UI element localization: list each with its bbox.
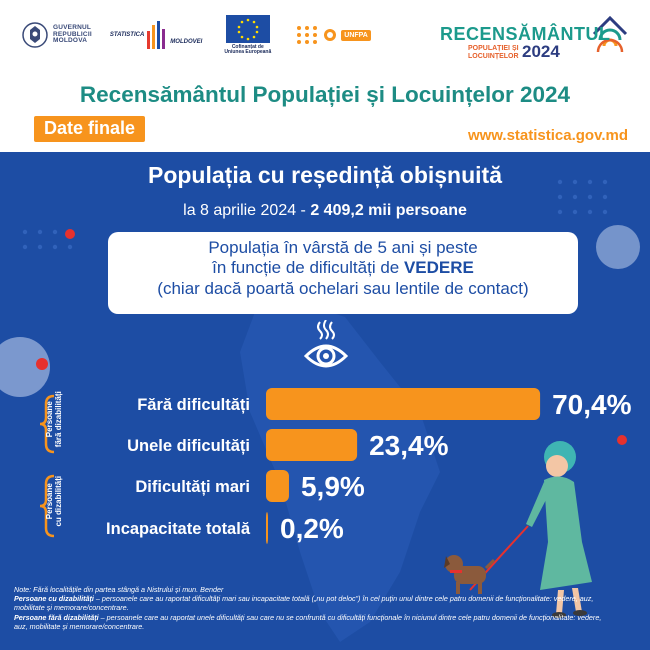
statistica-logo: STATISTICA MOLDOVEI [110, 21, 202, 49]
question-line-1: Populația în vârstă de 5 ani și peste [208, 238, 478, 257]
note-definition-1: Persoane cu dizabilități – persoanele ca… [14, 594, 614, 612]
footnotes: Note: Fără localitățile din partea stâng… [14, 585, 614, 631]
note-definition-2: Persoane fără dizabilități – persoanele … [14, 613, 614, 631]
dog-icon [444, 555, 496, 594]
unfpa-logo-text: UNFPA [341, 29, 371, 41]
note-term-1: Persoane cu dizabilități [14, 594, 94, 604]
population-date: la 8 aprilie 2024 - [183, 202, 311, 219]
group-label-without-disability-2: fără dizabilități [54, 391, 63, 448]
group-bracket-with-disability [39, 474, 55, 538]
website-link[interactable]: www.statistica.gov.md [467, 127, 628, 144]
question-line-2-text: în funcție de dificultăți de [212, 258, 404, 278]
question-highlight: VEDERE [403, 258, 474, 278]
question-line-2: în funcție de dificultăți de VEDERE [108, 258, 578, 278]
census-logo-sub-1: POPULAȚIEI ȘI [468, 45, 519, 52]
header: GUVERNUL REPUBLICII MOLDOVA STATISTICA M… [0, 0, 650, 152]
gov-line-2: REPUBLICII [53, 30, 92, 38]
census-logo: RECENSĂMÂNTUL POPULAȚIEI ȘI LOCUINȚELOR … [440, 12, 630, 67]
group-label-without-disability-1: Persoane [44, 401, 54, 438]
eu-logo: Cofinanțat de Uniunea Europeană [224, 14, 272, 56]
infographic-panel [0, 152, 650, 650]
stat-line-1: STATISTICA [109, 31, 145, 38]
note-term-2: Persoane fără dizabilități [14, 612, 99, 622]
eye-icon [304, 320, 348, 368]
coat-of-arms-icon [22, 22, 48, 48]
final-data-badge: Date finale [34, 116, 146, 142]
gov-line-3: MOLDOVA [53, 37, 88, 45]
question-line-3: (chiar dacă poartă ochelari sau lentile … [157, 278, 529, 298]
partner-logos: GUVERNUL REPUBLICII MOLDOVA STATISTICA M… [22, 10, 371, 60]
note-line-1: Note: Fără localitățile din partea stâng… [14, 585, 224, 594]
group-bracket-without-disability [39, 394, 55, 454]
eu-caption-1: Cofinanțat de [231, 43, 264, 50]
statistica-bars-icon [147, 21, 166, 49]
group-label-with-disability-1: Persoane [44, 483, 54, 520]
gov-line-1: GUVERNUL [53, 23, 92, 31]
page-title: Recensământul Populației și Locuințelor … [79, 82, 571, 107]
eu-flag-icon [225, 14, 270, 43]
un-women-icon [297, 26, 318, 44]
question-box: Populația în vârstă de 5 ani și peste în… [108, 232, 578, 314]
background-decoration [0, 179, 640, 642]
woman-walking-dog-illustration [469, 441, 592, 618]
un-logo: UNFPA [295, 24, 371, 46]
eu-caption-2: Uniunea Europeană [224, 49, 272, 55]
group-label-with-disability-2: cu dizabilități [54, 475, 63, 527]
population-total: 2 409,2 mii persoane [310, 202, 467, 219]
census-house-icon [592, 15, 628, 53]
un-emblem-icon [324, 29, 337, 41]
government-logo: GUVERNUL REPUBLICII MOLDOVA [22, 20, 92, 50]
note-text-1: – persoanele care au raportat dificultăț… [14, 594, 594, 613]
population-subtitle: la 8 aprilie 2024 - 2 409,2 mii persoane [0, 202, 650, 220]
note-text-2: – persoanele care au raportat unele difi… [14, 612, 602, 631]
stat-line-2: MOLDOVEI [170, 38, 203, 45]
group-label-with-disability: Persoane cu dizabilități [45, 461, 63, 541]
census-logo-year: 2024 [522, 42, 560, 61]
census-logo-sub-2: LOCUINȚELOR [468, 52, 519, 60]
population-title: Populația cu reședință obișnuită [147, 162, 502, 188]
census-logo-title: RECENSĂMÂNTUL [440, 24, 611, 44]
group-label-without-disability: Persoane fără dizabilități [45, 379, 63, 459]
